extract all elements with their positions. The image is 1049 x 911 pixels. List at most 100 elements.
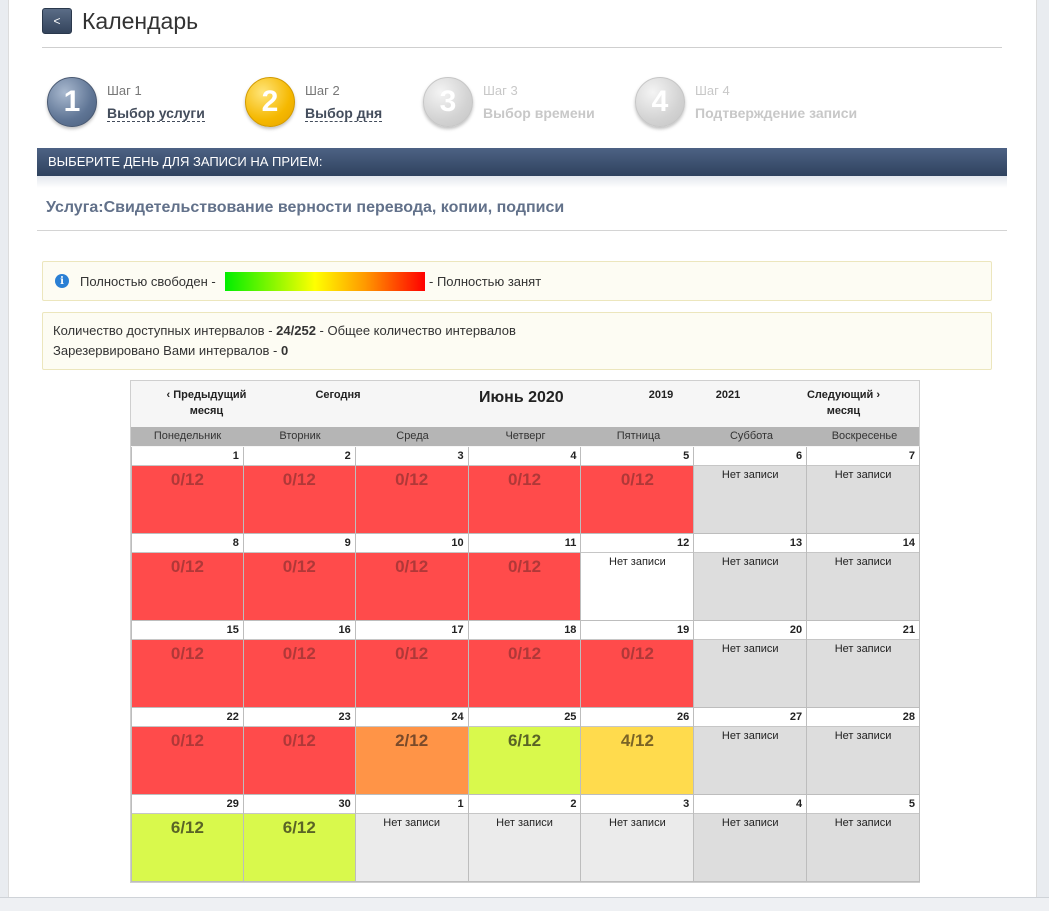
day-status-area[interactable]: 0/12: [243, 466, 355, 533]
day-status-area[interactable]: 6/12: [468, 727, 581, 794]
no-record-text: Нет записи: [721, 643, 779, 655]
calendar-day-cell[interactable]: 29 6/12: [131, 795, 244, 882]
day-number: 16: [243, 621, 355, 640]
day-status-area[interactable]: 0/12: [132, 466, 243, 533]
calendar-day-cell[interactable]: 3 0/12: [354, 447, 469, 534]
calendar-day-cell: 12 Нет записи: [580, 534, 695, 621]
day-slots: 0/12: [170, 470, 204, 489]
day-status-area[interactable]: 0/12: [243, 553, 355, 620]
calendar-day-cell: 2 Нет записи: [467, 795, 582, 882]
day-status-area[interactable]: 6/12: [243, 814, 355, 881]
prev-month-link[interactable]: ‹ Предыдущий месяц: [166, 389, 247, 417]
calendar-day-cell: 1 Нет записи: [354, 795, 469, 882]
day-number: 12: [581, 534, 694, 553]
day-number: 29: [132, 795, 243, 814]
calendar-day-cell[interactable]: 1 0/12: [131, 447, 244, 534]
calendar-day-cell: 14 Нет записи: [806, 534, 921, 621]
calendar-day-cell: 21 Нет записи: [806, 621, 921, 708]
calendar-day-cell: 27 Нет записи: [693, 708, 808, 795]
day-status-area[interactable]: 0/12: [468, 640, 581, 707]
calendar-week-row: 29 6/12 30 6/12 1 Нет записи 2 Нет записи 3 Нет з…: [131, 795, 921, 882]
calendar-day-cell: 5 Нет записи: [806, 795, 921, 882]
calendar-day-cell[interactable]: 19 0/12: [580, 621, 695, 708]
calendar-day-cell[interactable]: 9 0/12: [242, 534, 356, 621]
day-number: 22: [132, 708, 243, 727]
day-slots: 6/12: [282, 818, 316, 837]
calendar-day-cell[interactable]: 24 2/12: [354, 708, 469, 795]
calendar-day-cell[interactable]: 26 4/12: [580, 708, 695, 795]
day-slots: 6/12: [170, 818, 204, 837]
calendar-day-cell[interactable]: 23 0/12: [242, 708, 356, 795]
prev-year-link[interactable]: 2019: [648, 389, 674, 401]
weekday-label: Воскресенье: [831, 430, 898, 442]
day-number: 1: [132, 447, 243, 466]
calendar-day-cell[interactable]: 8 0/12: [131, 534, 244, 621]
day-status-area[interactable]: 0/12: [132, 640, 243, 707]
day-status-area[interactable]: 0/12: [581, 640, 694, 707]
calendar-day-cell[interactable]: 15 0/12: [131, 621, 244, 708]
no-record-text: Нет записи: [383, 817, 440, 829]
day-status-area[interactable]: 4/12: [581, 727, 694, 794]
day-status-area[interactable]: 0/12: [132, 727, 243, 794]
day-status-area[interactable]: 0/12: [468, 466, 581, 533]
day-number: 25: [468, 708, 581, 727]
day-number: 27: [694, 708, 807, 727]
day-slots: 4/12: [620, 731, 654, 750]
day-status-area[interactable]: 0/12: [132, 553, 243, 620]
day-status-area[interactable]: 0/12: [581, 466, 694, 533]
day-number: 20: [694, 621, 807, 640]
next-month-link[interactable]: Следующий › месяц: [806, 389, 881, 417]
month-title: Июнь 2020: [479, 389, 564, 406]
step-3-name: Выбор времени: [483, 105, 595, 121]
next-year-link[interactable]: 2021: [715, 389, 741, 401]
calendar-day-cell[interactable]: 4 0/12: [467, 447, 582, 534]
day-slots: 0/12: [282, 470, 316, 489]
day-status-area[interactable]: 0/12: [468, 553, 581, 620]
step-2-link[interactable]: Выбор дня: [305, 105, 383, 122]
day-slots: 0/12: [170, 731, 204, 750]
day-slots: 0/12: [620, 470, 654, 489]
calendar-grid: 1 0/12 2 0/12 3 0/12 4 0/12 5 0/12 6 Нет записи 7 Нет…: [131, 447, 921, 882]
day-status-area[interactable]: 2/12: [355, 727, 468, 794]
today-link[interactable]: Сегодня: [315, 389, 361, 401]
weekday-label: Четверг: [505, 430, 546, 442]
step-1-link[interactable]: Выбор услуги: [107, 105, 205, 122]
no-record-text: Нет записи: [609, 817, 666, 829]
calendar-day-cell[interactable]: 5 0/12: [580, 447, 695, 534]
day-status-area[interactable]: 0/12: [355, 553, 468, 620]
day-status-area: Нет записи: [355, 814, 468, 881]
day-status-area[interactable]: 0/12: [243, 640, 355, 707]
weekday-label: Пятница: [616, 430, 661, 442]
day-status-area[interactable]: 0/12: [243, 727, 355, 794]
legend-box: i Полностью свободен - - Полностью занят: [42, 261, 992, 301]
day-status-area: Нет записи: [807, 727, 920, 794]
calendar-day-cell[interactable]: 22 0/12: [131, 708, 244, 795]
legend-gradient-bar: [225, 272, 425, 291]
calendar-day-cell[interactable]: 16 0/12: [242, 621, 356, 708]
calendar-day-cell[interactable]: 18 0/12: [467, 621, 582, 708]
back-button[interactable]: <: [42, 8, 72, 34]
day-status-area: Нет записи: [807, 814, 920, 881]
main-panel: < Календарь 1 Шаг 1 Выбор услуги 2 Шаг 2…: [8, 0, 1037, 897]
calendar-day-cell[interactable]: 2 0/12: [242, 447, 356, 534]
calendar-day-cell[interactable]: 30 6/12: [242, 795, 356, 882]
section-heading: ВЫБЕРИТЕ ДЕНЬ ДЛЯ ЗАПИСИ НА ПРИЕМ:: [37, 148, 1007, 176]
day-status-area: Нет записи: [468, 814, 581, 881]
no-record-text: Нет записи: [834, 556, 892, 568]
day-status-area[interactable]: 0/12: [355, 640, 468, 707]
day-slots: 0/12: [282, 644, 316, 663]
stats-box: Количество доступных интервалов - 24/252…: [42, 312, 992, 370]
calendar-day-cell[interactable]: 25 6/12: [467, 708, 582, 795]
day-status-area: Нет записи: [581, 814, 694, 881]
day-number: 2: [468, 795, 581, 814]
day-number: 10: [355, 534, 468, 553]
calendar-day-cell[interactable]: 11 0/12: [467, 534, 582, 621]
day-status-area: Нет записи: [807, 640, 920, 707]
calendar-day-cell[interactable]: 10 0/12: [354, 534, 469, 621]
day-status-area[interactable]: 0/12: [355, 466, 468, 533]
page-title: Календарь: [82, 8, 199, 34]
day-number: 7: [807, 447, 920, 466]
day-number: 24: [355, 708, 468, 727]
calendar-day-cell[interactable]: 17 0/12: [354, 621, 469, 708]
day-status-area[interactable]: 6/12: [132, 814, 243, 881]
